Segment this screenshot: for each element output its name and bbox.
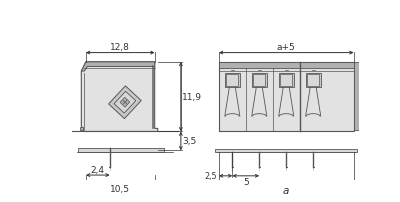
Polygon shape — [109, 86, 141, 119]
Bar — [215, 149, 358, 152]
Text: 2,5: 2,5 — [204, 171, 216, 180]
Bar — [78, 148, 164, 152]
Bar — [279, 73, 294, 88]
Polygon shape — [114, 92, 136, 114]
Text: 3,5: 3,5 — [182, 137, 197, 146]
Text: 11,9: 11,9 — [182, 93, 202, 102]
Bar — [307, 75, 319, 86]
Text: 5: 5 — [243, 178, 249, 186]
Bar — [225, 73, 240, 88]
Text: 2,4: 2,4 — [91, 165, 105, 174]
Polygon shape — [81, 63, 155, 72]
Bar — [254, 75, 265, 86]
Polygon shape — [80, 127, 83, 130]
Polygon shape — [120, 98, 130, 108]
Bar — [226, 75, 238, 86]
Bar — [219, 63, 354, 69]
Bar — [219, 63, 354, 132]
Polygon shape — [81, 63, 158, 132]
Text: a+5: a+5 — [277, 43, 296, 52]
Bar — [280, 75, 292, 86]
Text: 10,5: 10,5 — [110, 184, 130, 193]
Bar — [306, 73, 320, 88]
Bar — [354, 63, 360, 130]
Bar — [252, 73, 267, 88]
Text: a: a — [283, 185, 290, 195]
Text: 12,8: 12,8 — [110, 43, 130, 52]
